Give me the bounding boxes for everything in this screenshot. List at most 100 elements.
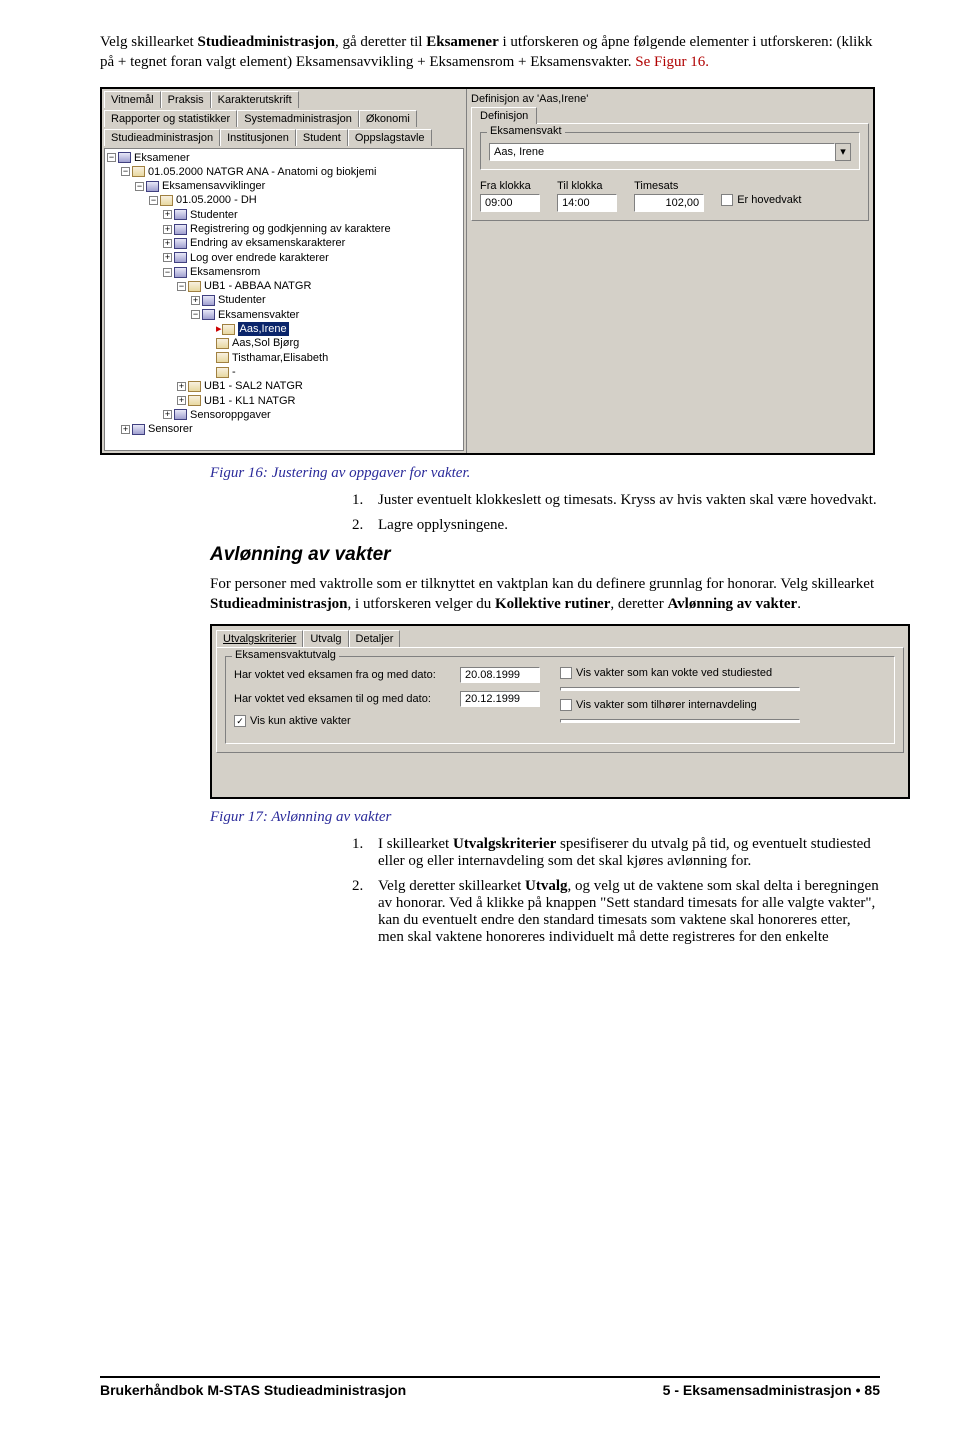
tab-student[interactable]: Student <box>296 129 348 146</box>
tree-item[interactable]: +UB1 - KL1 NATGR <box>107 394 461 408</box>
studiested-input[interactable] <box>560 687 800 691</box>
internavd-input[interactable] <box>560 719 800 723</box>
tree-item[interactable]: +UB1 - SAL2 NATGR <box>107 379 461 393</box>
group-eksamensvakt: Eksamensvakt Aas, Irene ▾ <box>480 132 860 170</box>
expand-icon[interactable]: + <box>191 296 200 305</box>
expand-icon[interactable]: − <box>107 153 116 162</box>
expand-icon[interactable]: − <box>191 310 200 319</box>
b: Studieadministrasjon <box>210 596 348 612</box>
tab-row-2: Rapporter og statistikker Systemadminist… <box>102 108 466 127</box>
step-number: 2. <box>352 878 378 946</box>
checkbox-icon <box>721 194 733 206</box>
cb-studiested[interactable]: Vis vakter som kan vokte ved studiested <box>560 667 886 679</box>
tree-item[interactable]: −UB1 - ABBAA NATGR <box>107 279 461 293</box>
form-title: Definisjon av 'Aas,Irene' <box>471 93 869 105</box>
screenshot-explorer: Vitnemål Praksis Karakterutskrift Rappor… <box>100 87 875 455</box>
tree-item[interactable]: +Sensoroppgaver <box>107 408 461 422</box>
tree-view[interactable]: −Eksamener−01.05.2000 NATGR ANA - Anatom… <box>104 148 464 451</box>
group-label: Eksamensvaktutvalg <box>232 649 339 661</box>
tree-item[interactable]: +Registrering og godkjenning av karakter… <box>107 222 461 236</box>
tree-item[interactable]: Aas,Sol Bjørg <box>107 336 461 350</box>
expand-icon[interactable]: − <box>135 182 144 191</box>
expand-icon[interactable]: − <box>163 268 172 277</box>
til-dato-input[interactable]: 20.12.1999 <box>460 691 540 707</box>
folder-icon <box>174 409 187 420</box>
t: Velg deretter skillearket <box>378 878 525 894</box>
tab-studieadmin[interactable]: Studieadministrasjon <box>104 129 220 146</box>
tree-item[interactable]: Tisthamar,Elisabeth <box>107 351 461 365</box>
utvalg-tabs: Utvalgskriterier Utvalg Detaljer <box>216 630 904 647</box>
tab-utvalgskriterier[interactable]: Utvalgskriterier <box>216 630 303 647</box>
expand-icon[interactable]: + <box>163 225 172 234</box>
tab-vitnemal[interactable]: Vitnemål <box>104 91 161 108</box>
tree-item[interactable]: − Eksamensrom <box>107 265 461 279</box>
ts-input[interactable]: 102,00 <box>634 194 704 212</box>
card-icon <box>216 367 229 378</box>
folder-icon <box>174 267 187 278</box>
tree-item[interactable]: −Eksamensvakter <box>107 308 461 322</box>
step-text: I skillearket Utvalgskriterier spesifise… <box>378 836 880 870</box>
form-body: Eksamensvakt Aas, Irene ▾ Fra klokka 09:… <box>471 123 869 221</box>
expand-icon[interactable]: + <box>163 210 172 219</box>
expand-icon[interactable]: + <box>121 425 130 434</box>
tree-label: Endring av eksamenskarakterer <box>190 236 345 250</box>
tree-item[interactable]: −Eksamener <box>107 151 461 165</box>
tab-detaljer[interactable]: Detaljer <box>349 630 401 647</box>
tree-item[interactable]: +Studenter <box>107 293 461 307</box>
internavd-input-row <box>560 719 886 723</box>
cb-internavd[interactable]: Vis vakter som tilhører internavdeling <box>560 699 886 711</box>
footer-right: 5 - Eksamensadministrasjon • 85 <box>663 1382 880 1398</box>
expand-icon[interactable]: − <box>149 196 158 205</box>
page-footer: Brukerhåndbok M-STAS Studieadministrasjo… <box>100 1376 880 1398</box>
tree-item[interactable]: +Sensorer <box>107 422 461 436</box>
tab-oppslagstavle[interactable]: Oppslagstavle <box>348 129 432 146</box>
field-hovedvakt[interactable]: Er hovedvakt <box>721 194 801 206</box>
fra-input[interactable]: 09:00 <box>480 194 540 212</box>
tree-item[interactable]: +Log over endrede karakterer <box>107 251 461 265</box>
expand-icon[interactable]: + <box>163 253 172 262</box>
checkbox-icon <box>560 699 572 711</box>
expand-icon[interactable]: + <box>177 396 186 405</box>
tree-item[interactable]: + Endring av eksamenskarakterer <box>107 236 461 250</box>
steps-list-1: 1. Juster eventuelt klokkeslett og times… <box>352 492 880 534</box>
out-step-1: 1. I skillearket Utvalgskriterier spesif… <box>352 836 880 870</box>
tree-item[interactable]: + Studenter <box>107 208 461 222</box>
tree-item[interactable]: −01.05.2000 NATGR ANA - Anatomi og biokj… <box>107 165 461 179</box>
tab-rapporter[interactable]: Rapporter og statistikker <box>104 110 237 127</box>
tree-item[interactable]: −01.05.2000 - DH <box>107 193 461 207</box>
out-step-2: 2. Velg deretter skillearket Utvalg, og … <box>352 878 880 946</box>
fra-dato-input[interactable]: 20.08.1999 <box>460 667 540 683</box>
tree-label: Eksamensrom <box>190 265 260 279</box>
time-row: Fra klokka 09:00 Til klokka 14:00 Timesa… <box>480 180 860 212</box>
tree-label: Aas,Sol Bjørg <box>232 336 299 350</box>
expand-icon[interactable]: + <box>177 382 186 391</box>
expand-icon[interactable]: − <box>121 167 130 176</box>
tree-item[interactable]: −Eksamensavviklinger <box>107 179 461 193</box>
folder-icon <box>174 238 187 249</box>
group-eksamensvaktutvalg: Eksamensvaktutvalg Har voktet ved eksame… <box>225 656 895 744</box>
tab-utvalg[interactable]: Utvalg <box>303 630 348 647</box>
tree-item[interactable]: - <box>107 365 461 379</box>
vakt-dropdown[interactable]: Aas, Irene ▾ <box>489 143 851 161</box>
checkbox-icon <box>560 667 572 679</box>
tab-definisjon[interactable]: Definisjon <box>471 107 537 124</box>
tab-karakterutskrift[interactable]: Karakterutskrift <box>211 91 299 108</box>
ts-label: Timesats <box>634 180 704 192</box>
label: Vis kun aktive vakter <box>250 715 351 727</box>
dropdown-button[interactable]: ▾ <box>835 143 851 161</box>
label: Vis vakter som kan vokte ved studiested <box>576 667 772 679</box>
cb-kun-aktive[interactable]: ✓ Vis kun aktive vakter <box>234 715 560 727</box>
til-input[interactable]: 14:00 <box>557 194 617 212</box>
tab-systemadmin[interactable]: Systemadministrasjon <box>237 110 359 127</box>
screenshot-utvalg: Utvalgskriterier Utvalg Detaljer Eksamen… <box>210 624 910 799</box>
step-text: Lagre opplysningene. <box>378 517 508 534</box>
expand-icon[interactable]: + <box>163 239 172 248</box>
chevron-down-icon: ▾ <box>840 145 846 158</box>
tab-okonomi[interactable]: Økonomi <box>359 110 417 127</box>
expand-icon[interactable]: − <box>177 282 186 291</box>
tab-praksis[interactable]: Praksis <box>161 91 211 108</box>
tree-label: Studenter <box>190 208 238 222</box>
expand-icon[interactable]: + <box>163 410 172 419</box>
tree-item[interactable]: ▸Aas,Irene <box>107 322 461 336</box>
tab-institusjonen[interactable]: Institusjonen <box>220 129 296 146</box>
